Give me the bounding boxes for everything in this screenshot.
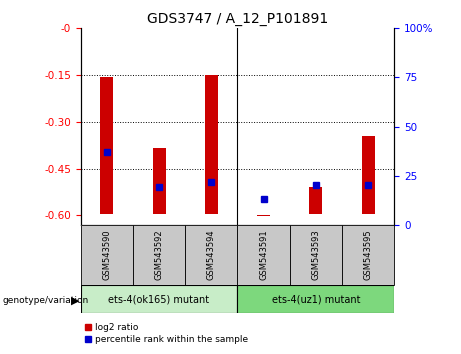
Text: GSM543592: GSM543592 bbox=[154, 229, 164, 280]
Text: GSM543590: GSM543590 bbox=[102, 229, 111, 280]
Bar bbox=[81, 285, 237, 313]
Title: GDS3747 / A_12_P101891: GDS3747 / A_12_P101891 bbox=[147, 12, 328, 26]
Bar bbox=[205, 75, 218, 215]
Bar bbox=[237, 285, 394, 313]
Bar bbox=[237, 225, 290, 285]
Text: GSM543594: GSM543594 bbox=[207, 229, 216, 280]
Text: ▶: ▶ bbox=[71, 295, 80, 305]
Bar bbox=[361, 136, 374, 214]
Legend: log2 ratio, percentile rank within the sample: log2 ratio, percentile rank within the s… bbox=[85, 323, 248, 344]
Text: GSM543593: GSM543593 bbox=[311, 229, 320, 280]
Bar bbox=[342, 225, 394, 285]
Text: ets-4(ok165) mutant: ets-4(ok165) mutant bbox=[108, 294, 210, 304]
Bar bbox=[290, 225, 342, 285]
Bar bbox=[153, 148, 165, 215]
Text: GSM543595: GSM543595 bbox=[364, 229, 372, 280]
Text: GSM543591: GSM543591 bbox=[259, 229, 268, 280]
Text: ets-4(uz1) mutant: ets-4(uz1) mutant bbox=[272, 294, 360, 304]
Bar bbox=[100, 77, 113, 214]
Text: genotype/variation: genotype/variation bbox=[2, 296, 89, 305]
Bar bbox=[309, 187, 322, 215]
Bar bbox=[133, 225, 185, 285]
Bar bbox=[81, 225, 133, 285]
Bar bbox=[185, 225, 237, 285]
